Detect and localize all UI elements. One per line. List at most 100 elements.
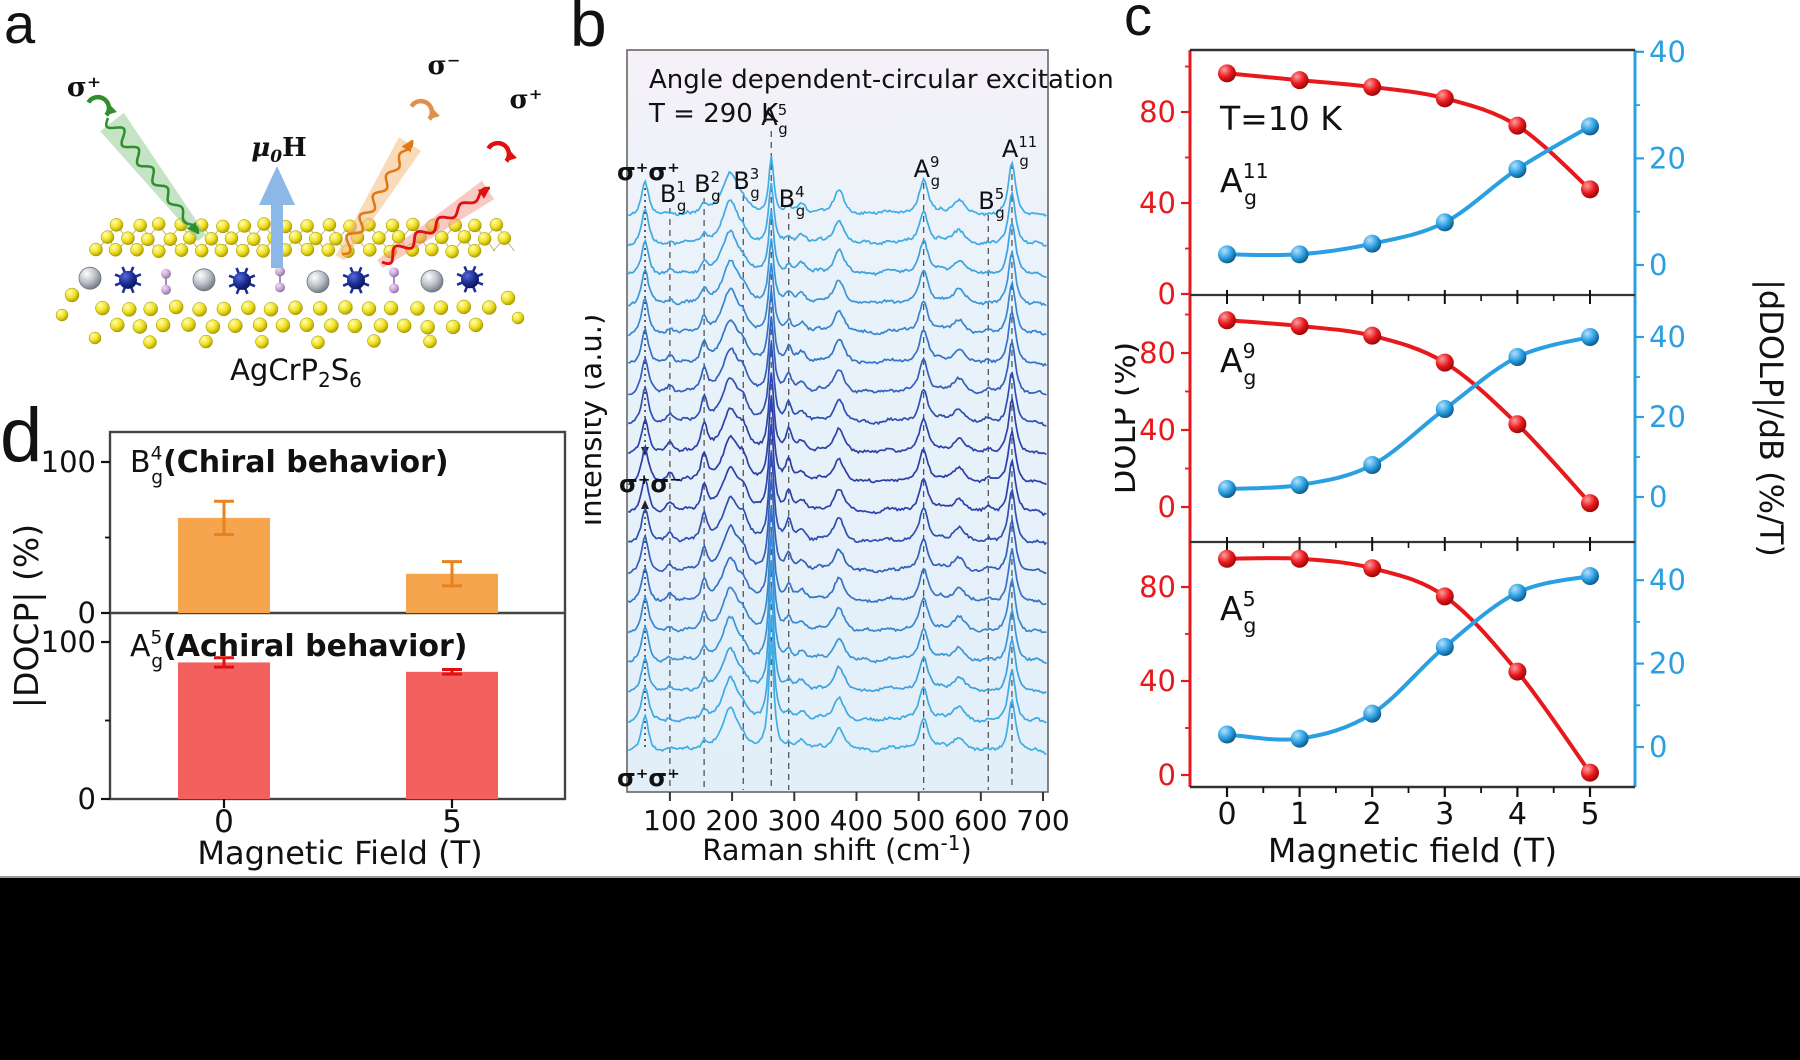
svg-text:20: 20 [1649, 400, 1686, 434]
panel-d-y-axis-label: |DOCP| (%) [7, 524, 46, 708]
raman-x-axis-label: Raman shift (cm-1) [702, 831, 972, 867]
raman-trace [628, 614, 1047, 724]
svg-text:0: 0 [78, 782, 96, 816]
raman-trace [628, 262, 1047, 337]
achiral-bars [178, 656, 498, 799]
panel-c-x-axis-label: Magnetic field (T) [1268, 831, 1557, 870]
svg-text:20: 20 [1649, 141, 1686, 175]
svg-text:2: 2 [1363, 797, 1382, 832]
svg-text:80: 80 [1139, 95, 1176, 129]
panel-c-dolp-vs-field-chart: 0 1 2 3 4 5 0 40 80 0 20 40 0 40 80 0 20 40 0 40 80 0 20 40 T=10… [1115, 35, 1790, 870]
raman-trace [628, 587, 1047, 695]
panel-b-title: Angle dependent-circular excitation [649, 65, 1114, 95]
mode-label-ag11: A11 g [1220, 159, 1269, 209]
raman-trace [628, 396, 1047, 486]
svg-text:100: 100 [643, 804, 696, 837]
svg-text:200: 200 [705, 804, 758, 837]
chiral-bars [178, 499, 498, 613]
svg-text:0: 0 [1158, 277, 1176, 311]
raman-trace [628, 423, 1047, 517]
sigma-minus-reflected-label: σ⁻ [428, 51, 461, 81]
svg-text:0: 0 [1649, 248, 1667, 282]
svg-text:40: 40 [1139, 664, 1176, 698]
raman-traces [628, 155, 1047, 756]
panel-b-letter: b [570, 0, 607, 60]
svg-text:0: 0 [78, 596, 96, 630]
raman-trace [628, 210, 1047, 278]
polarization-top-label: σ⁺σ⁺ [617, 158, 680, 186]
svg-text:4: 4 [1508, 797, 1527, 832]
bottom-letterbox-bar [0, 876, 1800, 1060]
ddolp-blue-series [1218, 117, 1599, 264]
svg-text:40: 40 [1139, 186, 1176, 220]
panel-c-right-y-label: |dDOLP|/dB (%/T) [1752, 279, 1790, 557]
svg-text:0: 0 [1158, 758, 1176, 792]
svg-text:0: 0 [1217, 797, 1236, 832]
polarization-bottom-label: σ⁺σ⁺ [617, 764, 680, 792]
svg-text:40: 40 [1649, 563, 1686, 597]
svg-text:20: 20 [1649, 647, 1686, 681]
svg-text:80: 80 [1139, 570, 1176, 604]
temperature-annotation: T=10 K [1219, 99, 1343, 138]
raman-trace [628, 155, 1047, 217]
ddolp-blue-series [1218, 328, 1599, 498]
svg-text:100: 100 [41, 445, 96, 479]
svg-text:5: 5 [442, 804, 462, 840]
svg-text:0: 0 [214, 804, 234, 840]
panel-c-x-axis: 0 1 2 3 4 5 [1217, 290, 1600, 832]
sigma-plus-incident-label: σ⁺ [67, 72, 101, 103]
raman-trace [628, 641, 1047, 756]
panel-a-letter: a [4, 0, 36, 55]
ddolp-blue-series [1218, 567, 1599, 748]
svg-text:80: 80 [1139, 336, 1176, 370]
panel-a-crystal-schematic: σ⁺ σ⁻ σ⁺ μ0H AgCrP2S6 [55, 51, 543, 392]
svg-text:0: 0 [1649, 730, 1667, 764]
mode-label-ag9: A9 g [1220, 339, 1256, 389]
panel-d-x-axis-label: Magnetic Field (T) [197, 834, 482, 872]
svg-text:0: 0 [1649, 480, 1667, 514]
chiral-behavior-label: B4 g(Chiral behavior) [130, 443, 449, 488]
panel-b-temperature: T = 290 K [648, 99, 779, 129]
raman-y-axis-label: Intensity (a.u.) [585, 314, 608, 527]
svg-text:500: 500 [892, 804, 945, 837]
svg-text:40: 40 [1139, 413, 1176, 447]
raman-trace [628, 238, 1047, 307]
docp-bar [406, 671, 498, 799]
svg-text:700: 700 [1016, 804, 1069, 837]
light-beams: σ⁺ σ⁻ σ⁺ [67, 51, 543, 269]
raman-trace [628, 533, 1047, 634]
raman-trace [628, 182, 1047, 248]
svg-text:0: 0 [1158, 490, 1176, 524]
svg-text:3: 3 [1435, 797, 1454, 832]
docp-bar [178, 662, 270, 799]
dolp-red-series [1218, 311, 1599, 513]
raman-trace [628, 342, 1047, 427]
raman-trace [628, 559, 1047, 665]
svg-text:40: 40 [1649, 320, 1686, 354]
raman-x-axis: 100 200 300 400 500 600 700 [643, 792, 1070, 837]
svg-text:40: 40 [1649, 35, 1686, 69]
figure-content: a b c d σ⁺ σ⁻ σ⁺ μ0H AgCrP2S6 σ⁺σ⁺ σ⁺σ⁻ σ⁺σ⁺ B1… [0, 0, 1800, 876]
polarization-arrow-line [641, 188, 649, 750]
svg-text:5: 5 [1580, 797, 1599, 832]
svg-text:300: 300 [768, 804, 821, 837]
svg-text:1: 1 [1290, 797, 1309, 832]
polarization-middle-label: σ⁺σ⁻ [619, 470, 682, 498]
magnetic-field-arrow [259, 166, 295, 268]
crystal-lattice [55, 217, 525, 350]
dolp-red-series [1218, 549, 1599, 782]
raman-plot-box [626, 49, 1049, 793]
raman-trace [628, 507, 1047, 606]
svg-text:100: 100 [41, 625, 96, 659]
svg-text:400: 400 [830, 804, 883, 837]
raman-trace [628, 372, 1047, 456]
panel-d-letter: d [0, 393, 43, 478]
sigma-plus-reflected-label: σ⁺ [510, 85, 543, 115]
field-label: μ0H [251, 133, 306, 167]
raman-trace [628, 478, 1047, 575]
material-formula: AgCrP2S6 [230, 353, 362, 392]
panel-d-box [108, 430, 567, 801]
